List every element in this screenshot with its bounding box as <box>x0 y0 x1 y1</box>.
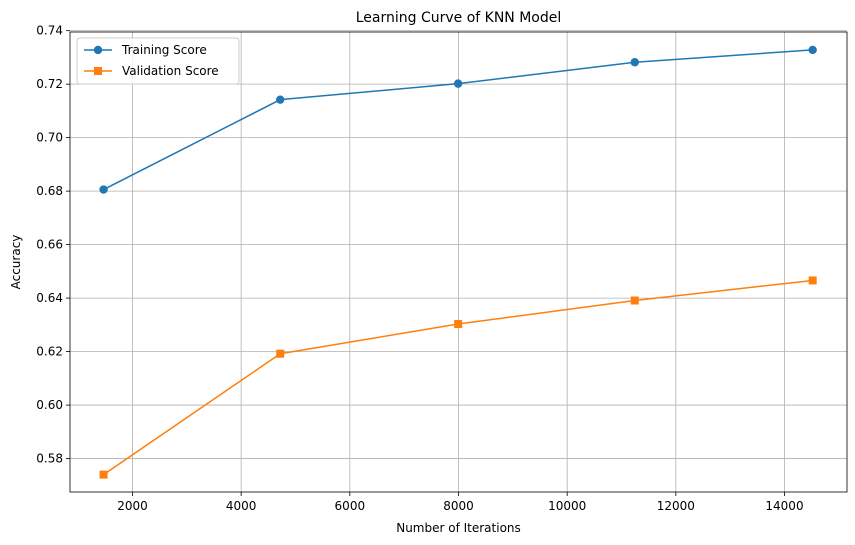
legend-label: Validation Score <box>122 64 219 78</box>
y-tick-label: 0.64 <box>36 291 63 305</box>
x-tick-label: 2000 <box>117 499 148 513</box>
legend-marker <box>94 67 102 75</box>
data-point <box>276 349 285 358</box>
y-tick-label: 0.74 <box>36 24 63 38</box>
y-tick-label: 0.66 <box>36 238 63 252</box>
y-axis-ticks: 0.58 0.60 0.62 0.64 0.66 0.68 0.70 0.72 0.74 <box>36 24 70 466</box>
y-tick-label: 0.72 <box>36 77 63 91</box>
series-layer <box>99 45 817 479</box>
plot-frame <box>69 31 848 493</box>
x-tick-label: 10000 <box>548 499 586 513</box>
chart-title: Learning Curve of KNN Model <box>356 10 562 26</box>
x-axis-label: Number of Iterations <box>396 521 521 535</box>
x-axis-ticks: 2000 4000 6000 8000 10000 12000 14000 <box>117 492 804 513</box>
x-tick-label: 14000 <box>765 499 803 513</box>
data-point <box>276 95 285 104</box>
y-tick-label: 0.60 <box>36 398 63 412</box>
legend: Training Score Validation Score <box>76 37 240 85</box>
data-point <box>808 45 817 55</box>
y-axis-label: Accuracy <box>9 235 23 290</box>
y-tick-label: 0.68 <box>36 184 63 198</box>
data-point <box>99 185 108 194</box>
legend-marker <box>93 45 103 55</box>
y-tick-label: 0.62 <box>36 345 63 359</box>
data-point <box>630 296 639 305</box>
data-point <box>630 58 639 67</box>
grid <box>70 30 847 492</box>
data-point <box>808 276 817 285</box>
y-tick-label: 0.70 <box>36 131 63 145</box>
legend-box <box>76 37 240 85</box>
x-tick-label: 6000 <box>335 499 366 513</box>
data-point <box>453 79 463 88</box>
x-tick-label: 12000 <box>657 499 695 513</box>
x-tick-label: 4000 <box>226 499 257 513</box>
y-tick-label: 0.58 <box>36 452 63 466</box>
legend-label: Training Score <box>121 43 207 57</box>
data-point <box>99 470 108 479</box>
data-point <box>454 320 463 329</box>
x-tick-label: 8000 <box>443 499 474 513</box>
